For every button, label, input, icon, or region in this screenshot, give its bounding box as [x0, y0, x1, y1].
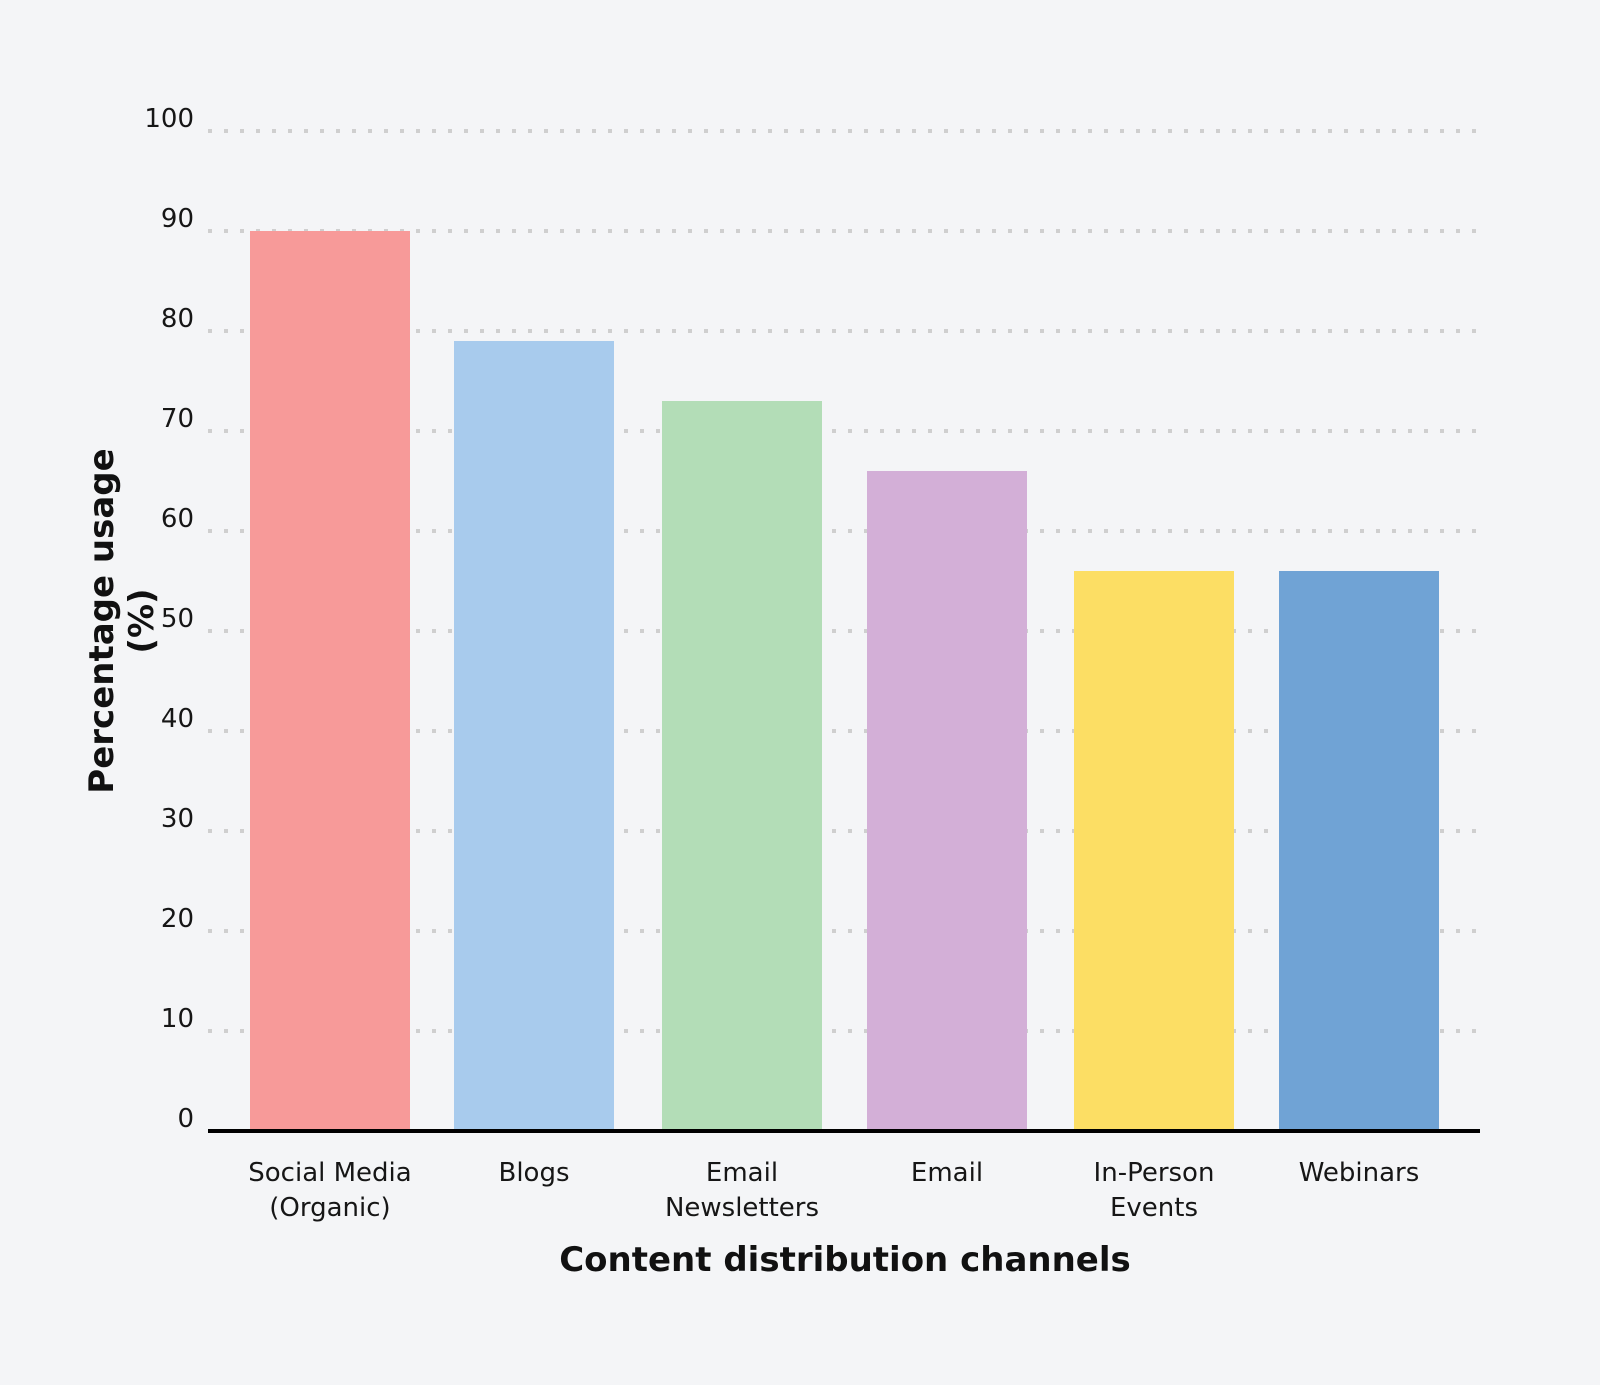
- x-tick-label-line: Social Media: [248, 1158, 412, 1188]
- x-tick-label-line: Email: [910, 1158, 984, 1188]
- bar: [250, 230, 410, 1131]
- x-tick-label-line: Newsletters: [664, 1193, 820, 1223]
- x-tick-label: Webinars: [1249, 1156, 1469, 1191]
- gridline: [208, 1028, 1482, 1033]
- gridline: [208, 228, 1482, 233]
- x-tick-label: Email: [837, 1156, 1057, 1191]
- y-tick-label: 0: [177, 1103, 194, 1134]
- gridline: [208, 428, 1482, 433]
- bar: [867, 470, 1027, 1131]
- x-tick-label: Email Newsletters: [632, 1156, 852, 1226]
- y-tick-label: 70: [160, 403, 194, 434]
- bar: [454, 340, 614, 1131]
- y-tick-label: 50: [160, 603, 194, 634]
- x-tick-label-line: Webinars: [1298, 1158, 1420, 1188]
- gridline: [208, 128, 1482, 133]
- y-tick-label: 100: [144, 103, 194, 134]
- gridline: [208, 528, 1482, 533]
- x-axis-line: [208, 1129, 1480, 1133]
- gridline: [208, 628, 1482, 633]
- y-tick-label: 10: [160, 1003, 194, 1034]
- x-tick-label: In-Person Events: [1044, 1156, 1264, 1226]
- bar: [1279, 570, 1439, 1131]
- y-tick-label: 30: [160, 803, 194, 834]
- x-tick-label: Blogs: [424, 1156, 644, 1191]
- y-tick-label: 60: [160, 503, 194, 534]
- y-tick-label: 90: [160, 203, 194, 234]
- bar: [1074, 570, 1234, 1131]
- x-tick-label-line: (Organic): [269, 1193, 391, 1223]
- x-axis-label: Content distribution channels: [559, 1240, 1131, 1280]
- x-tick-label-line: Blogs: [498, 1158, 570, 1188]
- x-tick-label-line: In-Person: [1093, 1158, 1215, 1188]
- y-axis-label: Percentage usage (%): [82, 448, 162, 794]
- x-tick-label-line: Email: [705, 1158, 779, 1188]
- x-tick-label-line: Events: [1109, 1193, 1199, 1223]
- y-tick-label: 80: [160, 303, 194, 334]
- y-tick-label: 20: [160, 903, 194, 934]
- y-tick-label: 40: [160, 703, 194, 734]
- gridline: [208, 928, 1482, 933]
- gridline: [208, 728, 1482, 733]
- gridline: [208, 828, 1482, 833]
- gridline: [208, 328, 1482, 333]
- x-tick-label: Social Media (Organic): [220, 1156, 440, 1226]
- bar: [662, 400, 822, 1131]
